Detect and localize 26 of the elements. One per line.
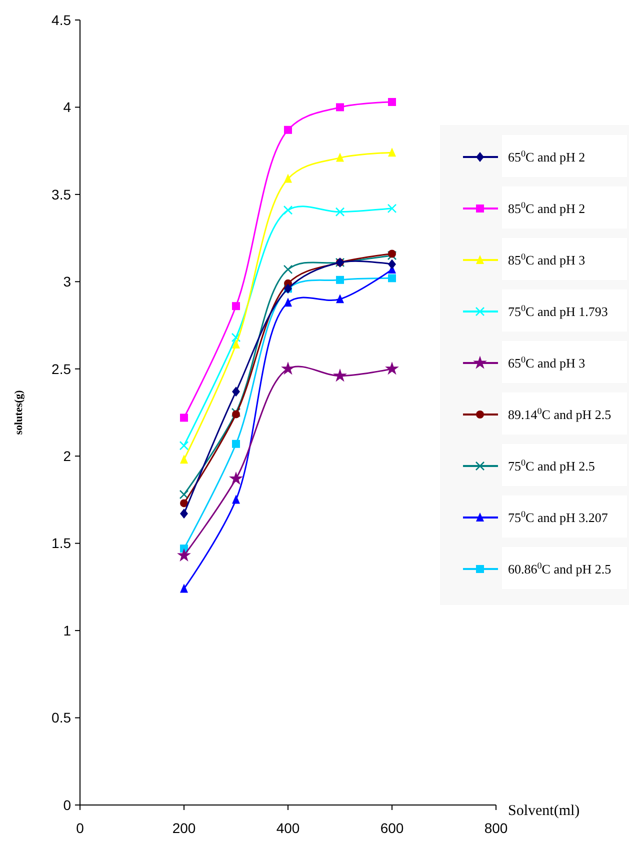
y-tick-label: 3.5 — [52, 186, 72, 202]
x-tick-label: 200 — [172, 820, 196, 836]
y-tick-label: 2 — [63, 448, 72, 464]
y-tick-label: 0.5 — [52, 710, 72, 726]
y-tick-label: 4 — [63, 99, 72, 116]
legend-label: 75$^{0}$C and pH 3.207 — [508, 509, 608, 526]
legend-label: 85$^{0}$C and pH 2 — [508, 200, 586, 216]
legend-label: 85$^{0}$C and pH 3 — [508, 252, 586, 268]
legend-label: 65$^{0}$C and pH 3 — [508, 354, 586, 371]
x-tick-label: 600 — [380, 820, 404, 836]
y-tick-label: 1 — [63, 622, 72, 638]
y-tick-label: 0 — [63, 796, 72, 813]
y-axis-title: solutes(g) — [13, 390, 25, 435]
x-tick-label: 400 — [276, 820, 300, 836]
x-tick-label: 800 — [484, 820, 508, 836]
y-tick-label: 4.5 — [52, 12, 72, 28]
legend-label: 89.14$^{0}$C and pH 2.5 — [508, 406, 612, 422]
y-tick-label: 3 — [63, 274, 72, 290]
legend-label: 65$^{0}$C and pH 2 — [508, 148, 586, 165]
legend-label: 75$^{0}$C and pH 2.5 — [508, 458, 595, 474]
legend-label: 75$^{0}$C and pH 1.793 — [508, 303, 608, 320]
x-tick-label: 0 — [76, 820, 84, 836]
y-tick-label: 1.5 — [52, 535, 72, 552]
x-axis-title: Solvent(ml) — [508, 803, 580, 819]
legend-label: 60.86$^{0}$C and pH 2.5 — [508, 560, 612, 577]
y-tick-label: 2.5 — [52, 360, 72, 377]
